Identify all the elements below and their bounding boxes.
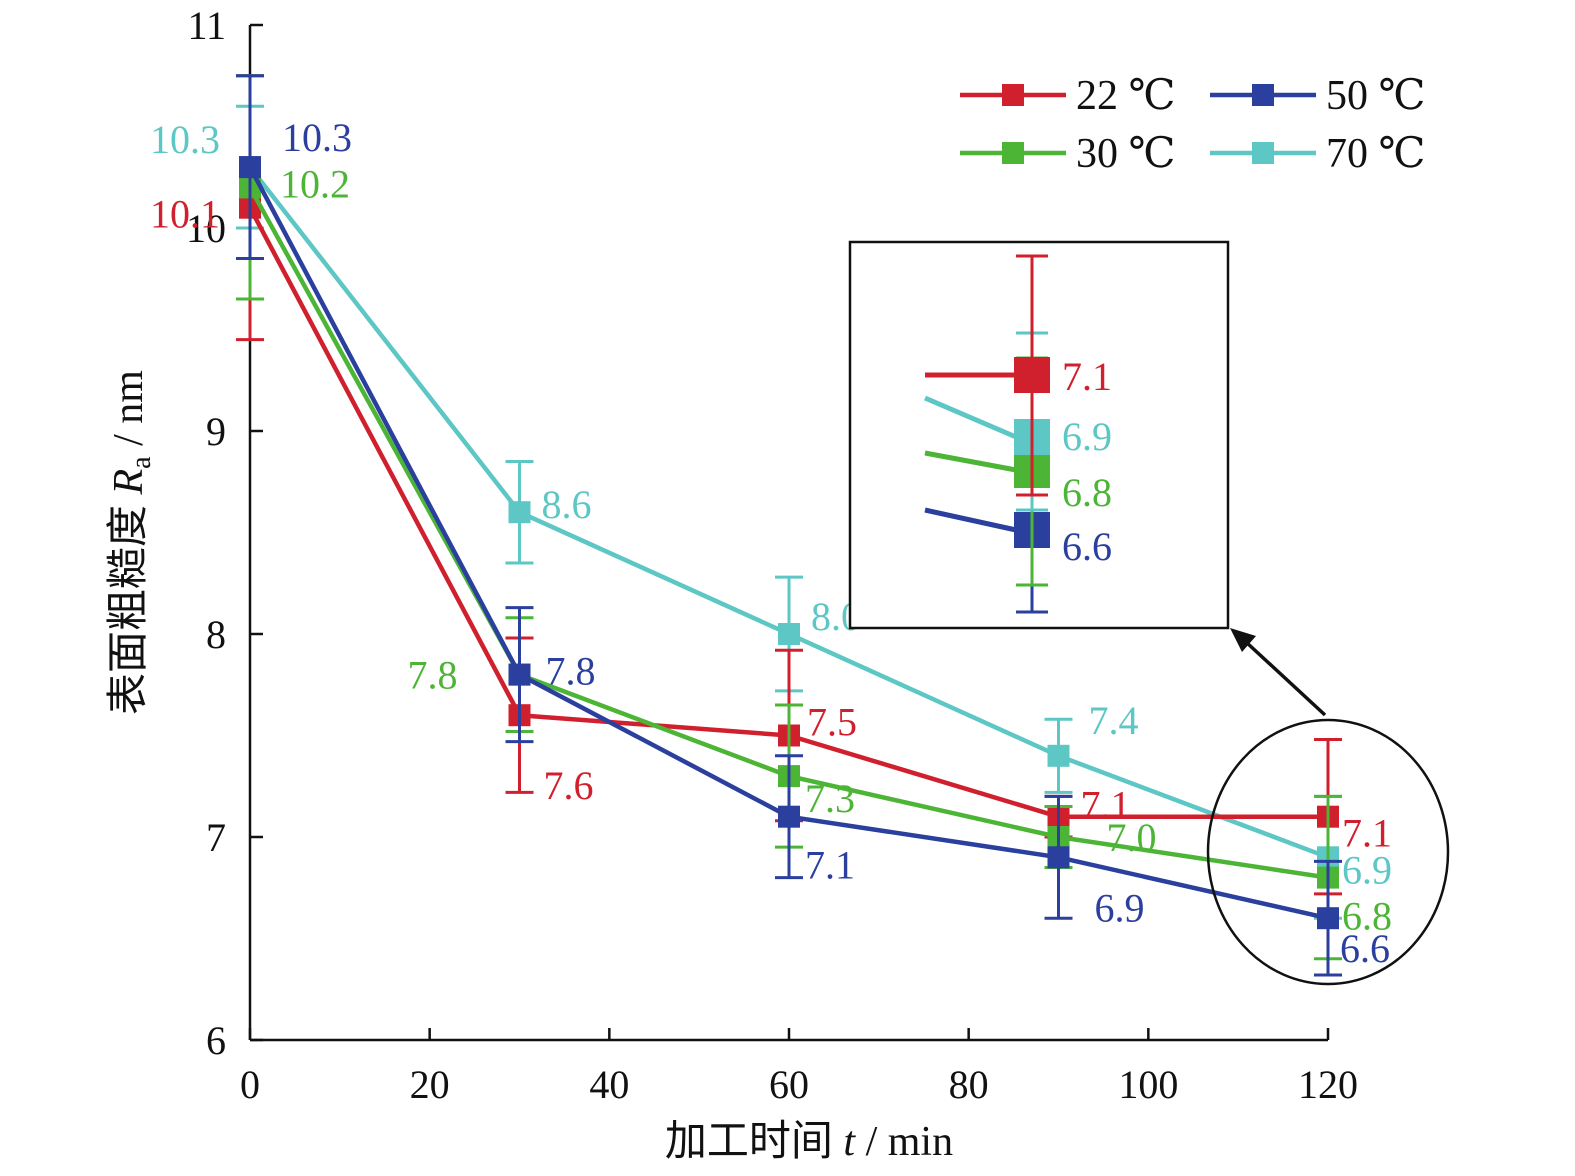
inset-label: 6.6 [1062,524,1112,569]
data-point-marker [508,663,531,686]
inset-line [924,395,1017,440]
x-tick-label: 60 [769,1062,809,1107]
y-tick-label: 8 [206,612,226,657]
data-label: 6.9 [1342,847,1392,892]
x-axis-title-unit: / min [855,1119,953,1165]
inset-series-1 [925,254,1050,497]
legend-item-2: 30 ℃ [960,131,1175,177]
x-tick-label: 0 [240,1062,260,1107]
data-label: 7.1 [1081,783,1131,828]
data-label: 7.4 [1089,698,1139,743]
data-point-marker [1047,744,1070,767]
x-tick-label: 40 [589,1062,629,1107]
data-label: 7.3 [805,776,855,821]
legend-item-3: 50 ℃ [1210,73,1425,119]
data-label: 6.9 [1095,885,1145,930]
data-label: 7.8 [546,649,596,694]
legend-swatch-marker [1252,142,1274,164]
data-label: 7.5 [807,700,857,745]
inset-label: 6.9 [1062,414,1112,459]
legend-swatch-marker [1002,142,1024,164]
x-tick-label: 20 [410,1062,450,1107]
zoom-arrow-head [1230,628,1256,652]
data-label: 7.0 [1107,815,1157,860]
legend-label: 30 ℃ [1076,131,1175,177]
zoom-arrow-line [1244,640,1327,717]
y-axis-title-unit: / nm [106,370,152,457]
data-label: 7.1 [1342,811,1392,856]
inset-label: 6.8 [1062,470,1112,515]
legend-item-1: 22 ℃ [960,73,1175,119]
y-tick-label: 7 [206,815,226,860]
data-point-marker [778,805,800,828]
x-axis-title-prefix: 加工时间 [665,1119,844,1165]
data-point-marker [1317,907,1339,930]
inset-line [924,507,1017,533]
inset-line [924,450,1017,473]
y-axis-title-prefix: 表面粗糙度 [106,494,152,715]
data-point-marker [508,501,531,524]
legend: 22 ℃ 30 ℃ 50 ℃ 70 ℃ [960,73,1425,177]
data-label: 7.8 [408,653,458,698]
data-label: 10.1 [150,192,220,237]
x-axis-title: 加工时间 t / min [665,1119,953,1165]
zoom-inset: 7.1 6.9 6.8 6.6 [848,240,1230,630]
data-point-marker [1047,846,1070,869]
y-axis-title-sub: a [126,456,157,469]
data-label: 10.3 [150,117,220,162]
data-point-marker [778,623,800,645]
y-tick-label: 11 [187,3,226,48]
data-label: 10.2 [280,161,350,206]
y-tick-label: 6 [206,1018,226,1063]
y-tick-label: 9 [206,409,226,454]
data-label: 7.1 [805,843,855,888]
legend-label: 70 ℃ [1326,131,1425,177]
data-label: 7.6 [544,763,594,808]
inset-label: 7.1 [1062,354,1112,399]
legend-swatch-marker [1252,84,1274,106]
x-tick-label: 120 [1298,1062,1358,1107]
x-axis-title-var: t [843,1119,856,1165]
series-3 [236,74,1342,977]
plot-area: 10.38.68.07.46.910.17.67.57.17.110.27.87… [150,74,1392,977]
legend-label: 22 ℃ [1076,73,1175,119]
data-point-marker [239,156,261,179]
data-label: 8.6 [542,482,592,527]
legend-label: 50 ℃ [1326,73,1425,119]
data-label: 6.6 [1340,926,1390,971]
inset-marker [1014,357,1050,393]
axes: 0 20 40 60 80 100 120 6 7 8 9 10 11 加工时间 t / min 表面粗糙度… [106,3,1358,1165]
y-axis-title: 表面粗糙度 Ra / nm [106,370,157,715]
x-tick-label: 80 [949,1062,989,1107]
data-label: 6.8 [1342,894,1392,939]
data-label: 10.3 [282,115,352,160]
legend-swatch-marker [1002,84,1024,106]
y-tick-label: 10 [186,206,226,251]
y-axis-title-var: R [106,469,152,496]
legend-item-4: 70 ℃ [1210,131,1425,177]
zoom-circle [1206,718,1450,986]
x-tick-label: 100 [1118,1062,1178,1107]
zoom-annotation: 7.16.96.86.6 [848,240,1450,986]
